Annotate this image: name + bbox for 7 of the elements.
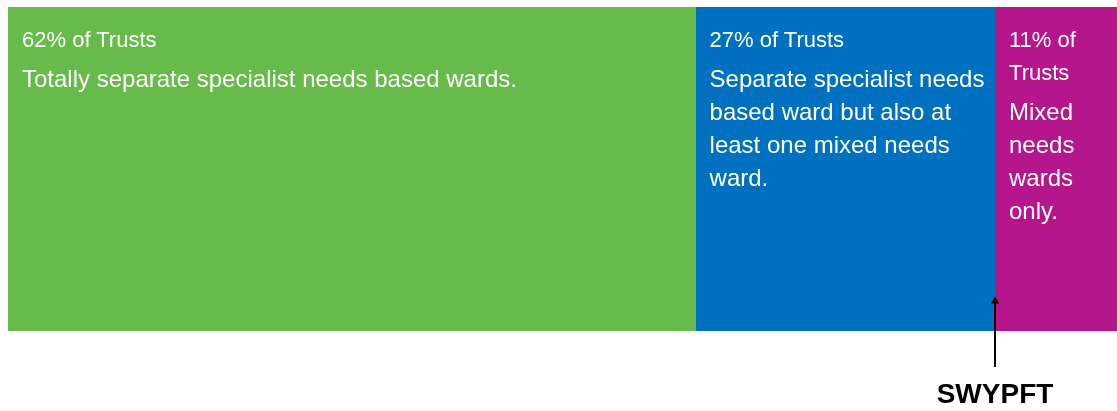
data-label: 62% of Trusts (22, 27, 157, 52)
series-label: Separate specialist needs based ward but also at least one mixed needs ward. (708, 65, 985, 191)
data-label: 27% of Trusts (709, 27, 845, 52)
series-label: Totally separate specialist needs based wards. (22, 65, 517, 92)
series-label: Mixed needs wards only. (1008, 98, 1075, 224)
annotation: SWYPFT (936, 378, 1054, 409)
data-label: 11% of Trusts (1009, 27, 1077, 85)
